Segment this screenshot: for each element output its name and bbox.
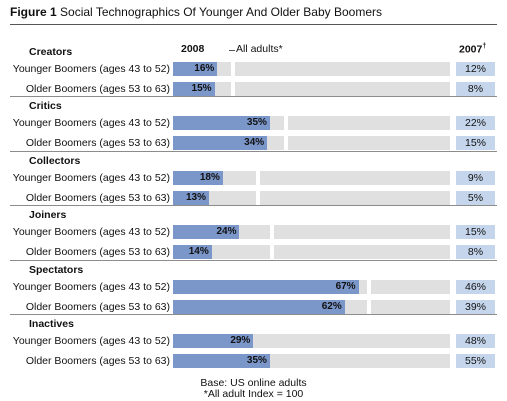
row-label: Younger Boomers (ages 43 to 52) <box>12 171 170 184</box>
all-adults-marker <box>366 299 371 314</box>
bar-2008 <box>173 82 215 96</box>
group-separator <box>10 314 497 315</box>
value-2007: 55% <box>456 354 495 368</box>
header-2008: 2008 <box>181 43 205 55</box>
row-label: Older Boomers (ages 53 to 63) <box>25 355 170 367</box>
bar-2008-value: 34% <box>244 137 265 149</box>
bar-2008-value: 24% <box>216 226 237 238</box>
value-2007: 39% <box>456 299 495 314</box>
value-2007: 48% <box>456 334 495 348</box>
group-label-joiners: Joiners <box>29 209 67 222</box>
all-adults-marker <box>231 62 236 76</box>
value-2007: 8% <box>456 245 495 260</box>
all-adults-leader <box>229 50 235 51</box>
bar-track <box>173 82 450 96</box>
value-2007: 22% <box>456 116 495 131</box>
header-all-adults: All adults* <box>236 43 283 55</box>
all-adults-marker <box>256 170 261 185</box>
value-2007: 15% <box>456 225 495 240</box>
row-label: Younger Boomers (ages 43 to 52) <box>12 226 170 239</box>
all-adults-marker <box>256 190 261 205</box>
bar-2008-value: 15% <box>191 83 212 94</box>
bar-2008-value: 16% <box>194 63 215 74</box>
bar-2008-value: 67% <box>335 280 356 292</box>
row-label: Younger Boomers (ages 43 to 52) <box>12 335 170 347</box>
bar-2008 <box>173 245 212 260</box>
bar-2008-value: 62% <box>321 300 342 312</box>
bar-track <box>173 62 450 76</box>
title-rule <box>10 24 497 25</box>
all-adults-marker <box>366 279 371 294</box>
bar-2008 <box>173 225 240 240</box>
group-label-spectators: Spectators <box>29 263 84 276</box>
group-label-collectors: Collectors <box>29 154 81 167</box>
value-2007: 12% <box>456 62 495 76</box>
all-adults-marker <box>283 136 288 151</box>
group-separator <box>10 96 497 98</box>
bar-track <box>173 170 450 185</box>
bar-2008-value: 35% <box>246 355 267 366</box>
figure-title-text: Social Technographics Of Younger And Old… <box>60 5 383 19</box>
value-2007: 46% <box>456 279 495 294</box>
row-label: Older Boomers (ages 53 to 63) <box>25 83 170 95</box>
row-label: Younger Boomers (ages 43 to 52) <box>12 63 170 75</box>
bar-2008 <box>173 136 268 151</box>
all-adults-marker <box>283 116 288 131</box>
group-separator <box>10 259 497 261</box>
group-separator <box>10 150 497 152</box>
header-2007-mark: † <box>482 43 487 50</box>
bar-2008-value: 14% <box>188 246 209 258</box>
bar-2008 <box>173 116 270 131</box>
row-label: Older Boomers (ages 53 to 63) <box>25 300 170 313</box>
bar-2008-value: 13% <box>185 191 206 203</box>
group-label-creators: Creators <box>29 46 73 58</box>
header-2007: 2007† <box>459 43 486 56</box>
bar-2008 <box>173 190 209 205</box>
figure-label: Figure 1 <box>10 5 57 19</box>
figure-title: Figure 1 Social Technographics Of Younge… <box>10 5 382 19</box>
index-note: *All adult Index = 100 <box>203 388 304 400</box>
bar-2008 <box>173 170 223 185</box>
row-label: Older Boomers (ages 53 to 63) <box>25 137 170 150</box>
bar-track <box>173 225 450 240</box>
bar-2008-value: 35% <box>246 117 267 129</box>
all-adults-marker <box>231 82 236 96</box>
base-note: Base: US online adults <box>200 377 307 389</box>
bar-2008 <box>173 354 270 368</box>
row-label: Younger Boomers (ages 43 to 52) <box>12 280 170 293</box>
bar-2008-value: 29% <box>230 335 251 346</box>
group-label-critics: Critics <box>29 100 62 113</box>
value-2007: 8% <box>456 82 495 96</box>
bar-2008 <box>173 334 254 348</box>
all-adults-marker <box>269 225 274 240</box>
group-separator <box>10 205 497 207</box>
row-label: Younger Boomers (ages 43 to 52) <box>12 117 170 130</box>
all-adults-marker <box>269 245 274 260</box>
bar-2008 <box>173 279 359 294</box>
header-2007-text: 2007 <box>459 43 483 56</box>
row-label: Older Boomers (ages 53 to 63) <box>25 246 170 259</box>
value-2007: 5% <box>456 190 495 205</box>
bar-2008 <box>173 62 218 76</box>
bar-2008-value: 18% <box>199 171 220 183</box>
value-2007: 15% <box>456 136 495 151</box>
bar-track <box>173 245 450 260</box>
bar-track <box>173 190 450 205</box>
bar-2008 <box>173 299 345 314</box>
row-label: Older Boomers (ages 53 to 63) <box>25 191 170 204</box>
value-2007: 9% <box>456 170 495 185</box>
group-label-inactives: Inactives <box>29 318 74 330</box>
